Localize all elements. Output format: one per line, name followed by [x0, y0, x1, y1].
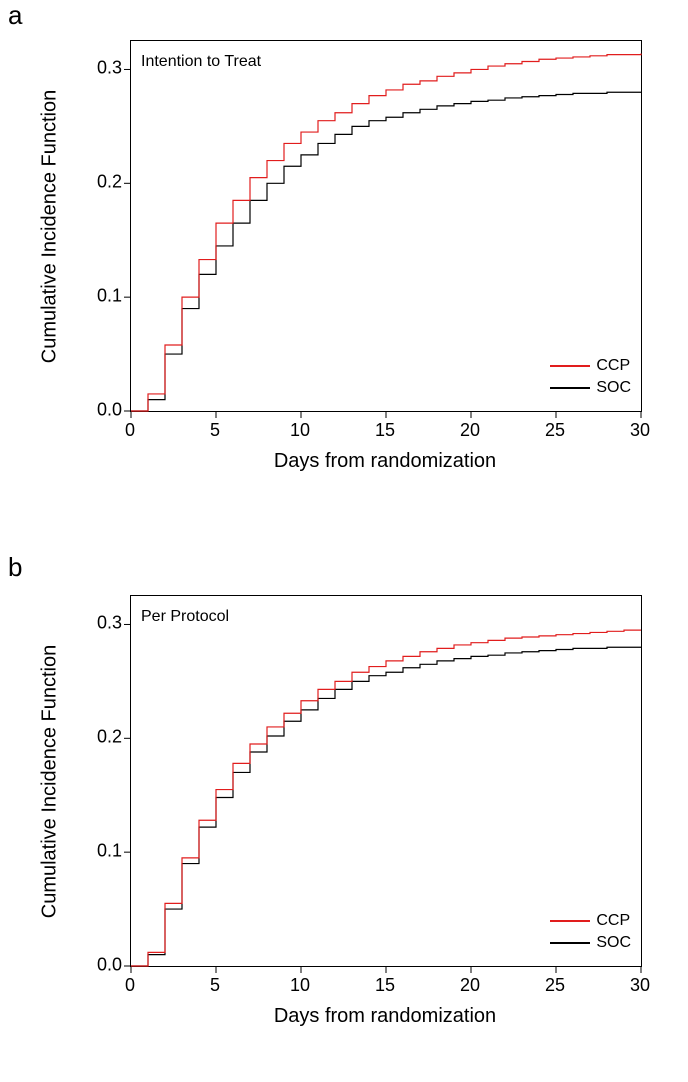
legend-label-soc-b: SOC: [596, 934, 631, 952]
legend-line-soc-b: [550, 942, 590, 943]
xtick-label: 25: [545, 420, 565, 441]
legend-item-ccp: CCP: [550, 355, 631, 377]
figure-container: a Intention to Treat CCP SOC Cumulative …: [0, 0, 688, 1082]
ytick-label: 0.2: [88, 727, 122, 748]
ytick-label: 0.3: [88, 58, 122, 79]
xtick-label: 5: [210, 420, 220, 441]
xtick-label: 5: [210, 975, 220, 996]
panel-b-inset-title: Per Protocol: [141, 608, 229, 626]
xtick-label: 25: [545, 975, 565, 996]
xtick-label: 0: [125, 975, 135, 996]
legend-label-ccp-b: CCP: [596, 912, 630, 930]
xtick-label: 15: [375, 975, 395, 996]
ytick-label: 0.1: [88, 841, 122, 862]
panel-b-xlabel: Days from randomization: [260, 1005, 510, 1028]
xtick-label: 30: [630, 420, 650, 441]
panel-a: Intention to Treat CCP SOC Cumulative In…: [0, 0, 688, 520]
legend-label-ccp: CCP: [596, 357, 630, 375]
ytick-label: 0.3: [88, 613, 122, 634]
panel-a-xlabel: Days from randomization: [260, 450, 510, 473]
panel-a-ylabel: Cumulative Incidence Function: [39, 87, 62, 367]
legend-item-soc: SOC: [550, 377, 631, 399]
legend-label-soc: SOC: [596, 379, 631, 397]
legend-item-ccp-b: CCP: [550, 910, 631, 932]
panel-a-legend: CCP SOC: [550, 355, 631, 399]
xtick-label: 10: [290, 420, 310, 441]
legend-line-soc: [550, 387, 590, 388]
xtick-label: 15: [375, 420, 395, 441]
panel-b-legend: CCP SOC: [550, 910, 631, 954]
xtick-label: 20: [460, 420, 480, 441]
ytick-label: 0.0: [88, 400, 122, 421]
panel-a-inset-title: Intention to Treat: [141, 53, 261, 71]
panel-b: Per Protocol CCP SOC Cumulative Incidenc…: [0, 555, 688, 1075]
xtick-label: 30: [630, 975, 650, 996]
ytick-label: 0.1: [88, 286, 122, 307]
ytick-label: 0.2: [88, 172, 122, 193]
xtick-label: 0: [125, 420, 135, 441]
panel-b-plot-area: Per Protocol CCP SOC: [130, 595, 642, 967]
xtick-label: 10: [290, 975, 310, 996]
xtick-label: 20: [460, 975, 480, 996]
panel-a-plot-area: Intention to Treat CCP SOC: [130, 40, 642, 412]
legend-line-ccp: [550, 365, 590, 366]
legend-item-soc-b: SOC: [550, 932, 631, 954]
ytick-label: 0.0: [88, 955, 122, 976]
legend-line-ccp-b: [550, 920, 590, 921]
panel-b-ylabel: Cumulative Incidence Function: [39, 642, 62, 922]
